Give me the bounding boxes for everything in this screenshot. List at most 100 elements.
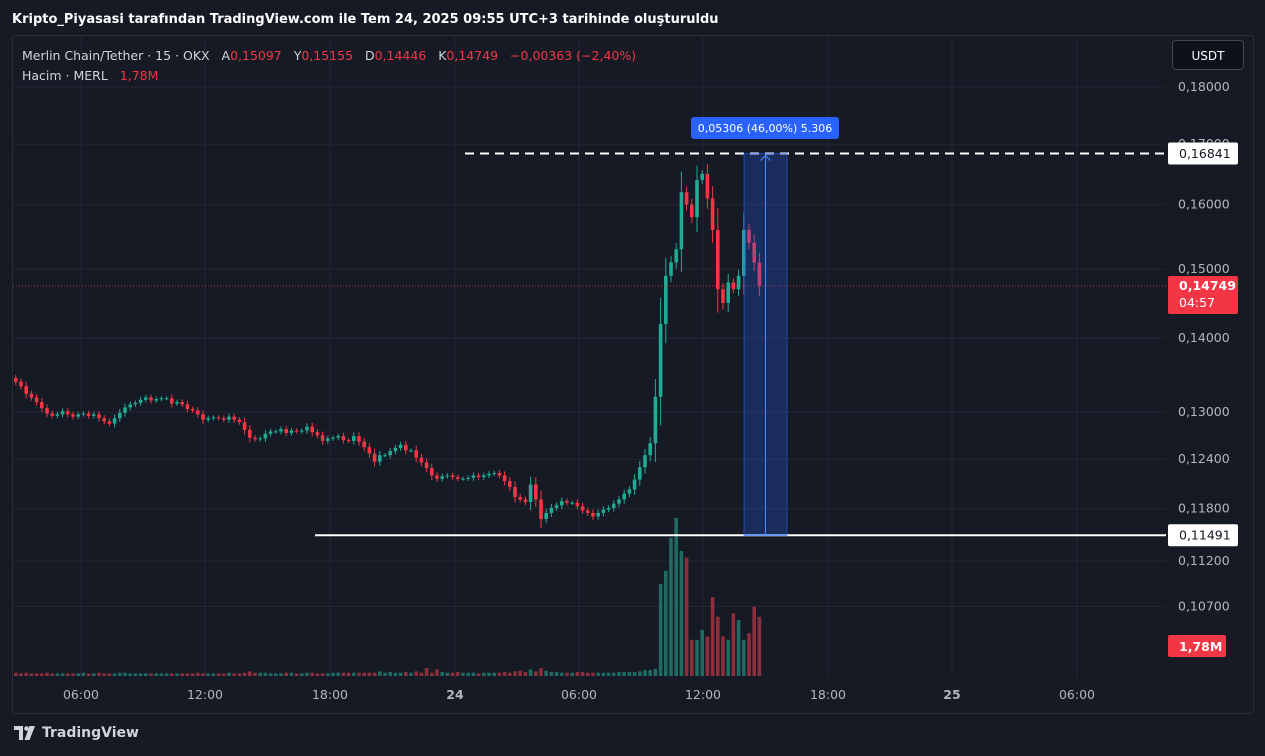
candle-body: [606, 507, 611, 510]
volume-bar: [222, 673, 226, 676]
volume-bar: [476, 673, 481, 676]
volume-bar: [492, 672, 496, 676]
volume-bar: [45, 672, 49, 676]
volume-bar: [414, 671, 418, 676]
measure-arrow-head: [760, 154, 771, 161]
candle-body: [242, 422, 247, 430]
candle-body: [24, 386, 28, 394]
volume-bar: [508, 672, 512, 676]
candle-body: [482, 475, 486, 478]
volume-bar: [216, 673, 221, 676]
volume-bar: [456, 672, 460, 676]
candle-body: [757, 262, 762, 286]
volume-bar: [648, 670, 652, 676]
candle-body: [466, 477, 470, 479]
volume-bar: [742, 639, 746, 676]
volume-bar: [258, 672, 262, 676]
volume-bar: [549, 672, 554, 676]
time-axis-label: 24: [446, 687, 464, 702]
volume-bar: [622, 672, 626, 676]
volume-bar: [144, 673, 148, 676]
volume-bar: [118, 672, 122, 676]
volume-bar: [372, 672, 377, 676]
volume-label[interactable]: Hacim · MERL: [22, 68, 108, 83]
volume-bar: [190, 673, 195, 676]
volume-bar: [695, 639, 699, 676]
volume-bar: [60, 673, 65, 676]
volume-bar: [128, 673, 132, 676]
volume-bar: [14, 672, 18, 676]
candle-body: [190, 408, 195, 411]
candle-body: [14, 378, 18, 382]
candle-body: [237, 419, 242, 423]
candle-body: [643, 455, 647, 468]
volume-bar: [268, 673, 273, 676]
candle-body: [289, 430, 294, 433]
price-axis-label: 0,16000: [1178, 197, 1230, 212]
symbol-label[interactable]: Merlin Chain/Tether · 15 · OKX: [22, 48, 210, 63]
candle-body: [29, 393, 34, 398]
candle-body: [700, 173, 704, 180]
volume-bar: [196, 672, 200, 676]
volume-bar: [570, 672, 574, 676]
volume-bar: [294, 673, 299, 676]
candle-body: [123, 407, 127, 413]
volume-bar: [617, 672, 621, 676]
volume-bar: [544, 670, 548, 676]
candle-body: [206, 418, 210, 420]
candle-body: [575, 502, 580, 507]
countdown-tag: 04:57: [1179, 295, 1215, 310]
low-price-tag-bg: [1168, 524, 1238, 547]
volume-bar: [362, 672, 366, 676]
tradingview-logo[interactable]: TradingView: [14, 725, 139, 741]
volume-bar: [242, 672, 247, 676]
price-axis-label: 0,10700: [1178, 598, 1230, 613]
candle-body: [638, 467, 642, 480]
candle-body: [632, 479, 637, 490]
candle-body: [549, 507, 554, 513]
volume-bar: [274, 673, 278, 676]
candle-body: [40, 402, 44, 409]
volume-bar: [539, 668, 543, 676]
currency-button[interactable]: USDT: [1172, 40, 1244, 70]
volume-bar: [721, 636, 725, 676]
volume-bar: [180, 673, 184, 676]
volume-bar: [513, 671, 517, 676]
volume-tag-bg: [1168, 635, 1226, 657]
candle-body: [461, 478, 465, 480]
candle-body: [128, 404, 132, 408]
open-value: 0,15097: [230, 48, 282, 63]
candle-body: [341, 436, 346, 441]
volume-bar: [206, 673, 210, 676]
volume-bar: [201, 673, 205, 676]
change-value: −0,00363 (−2,40%): [510, 48, 637, 63]
candle-body: [185, 404, 190, 409]
time-axis-label: 06:00: [1059, 687, 1095, 702]
volume-bar: [123, 672, 127, 676]
candle-body: [164, 398, 169, 400]
volume-bar: [580, 672, 585, 676]
volume-bar: [684, 557, 689, 676]
volume-bar: [76, 673, 80, 676]
volume-bar: [378, 671, 382, 676]
last-price-tag: 0,14749: [1179, 278, 1236, 293]
candle-body: [705, 173, 710, 199]
volume-bar: [586, 672, 590, 676]
candle-body: [357, 436, 361, 442]
volume-bar: [757, 616, 762, 676]
chart-panel[interactable]: [12, 35, 1254, 714]
volume-bar: [159, 673, 164, 676]
volume-bar: [419, 672, 424, 676]
candle-body: [669, 262, 673, 276]
volume-bar: [606, 672, 611, 676]
candle-body: [398, 444, 403, 448]
volume-bar: [726, 639, 730, 676]
price-axis-label: 0,11200: [1178, 553, 1230, 568]
candle-body: [435, 475, 439, 479]
candle-body: [326, 438, 330, 441]
close-value: 0,14749: [446, 48, 499, 63]
candle-body: [362, 441, 366, 448]
price-axis-label: 0,14000: [1178, 330, 1230, 345]
price-axis-label: 0,12400: [1178, 451, 1230, 466]
